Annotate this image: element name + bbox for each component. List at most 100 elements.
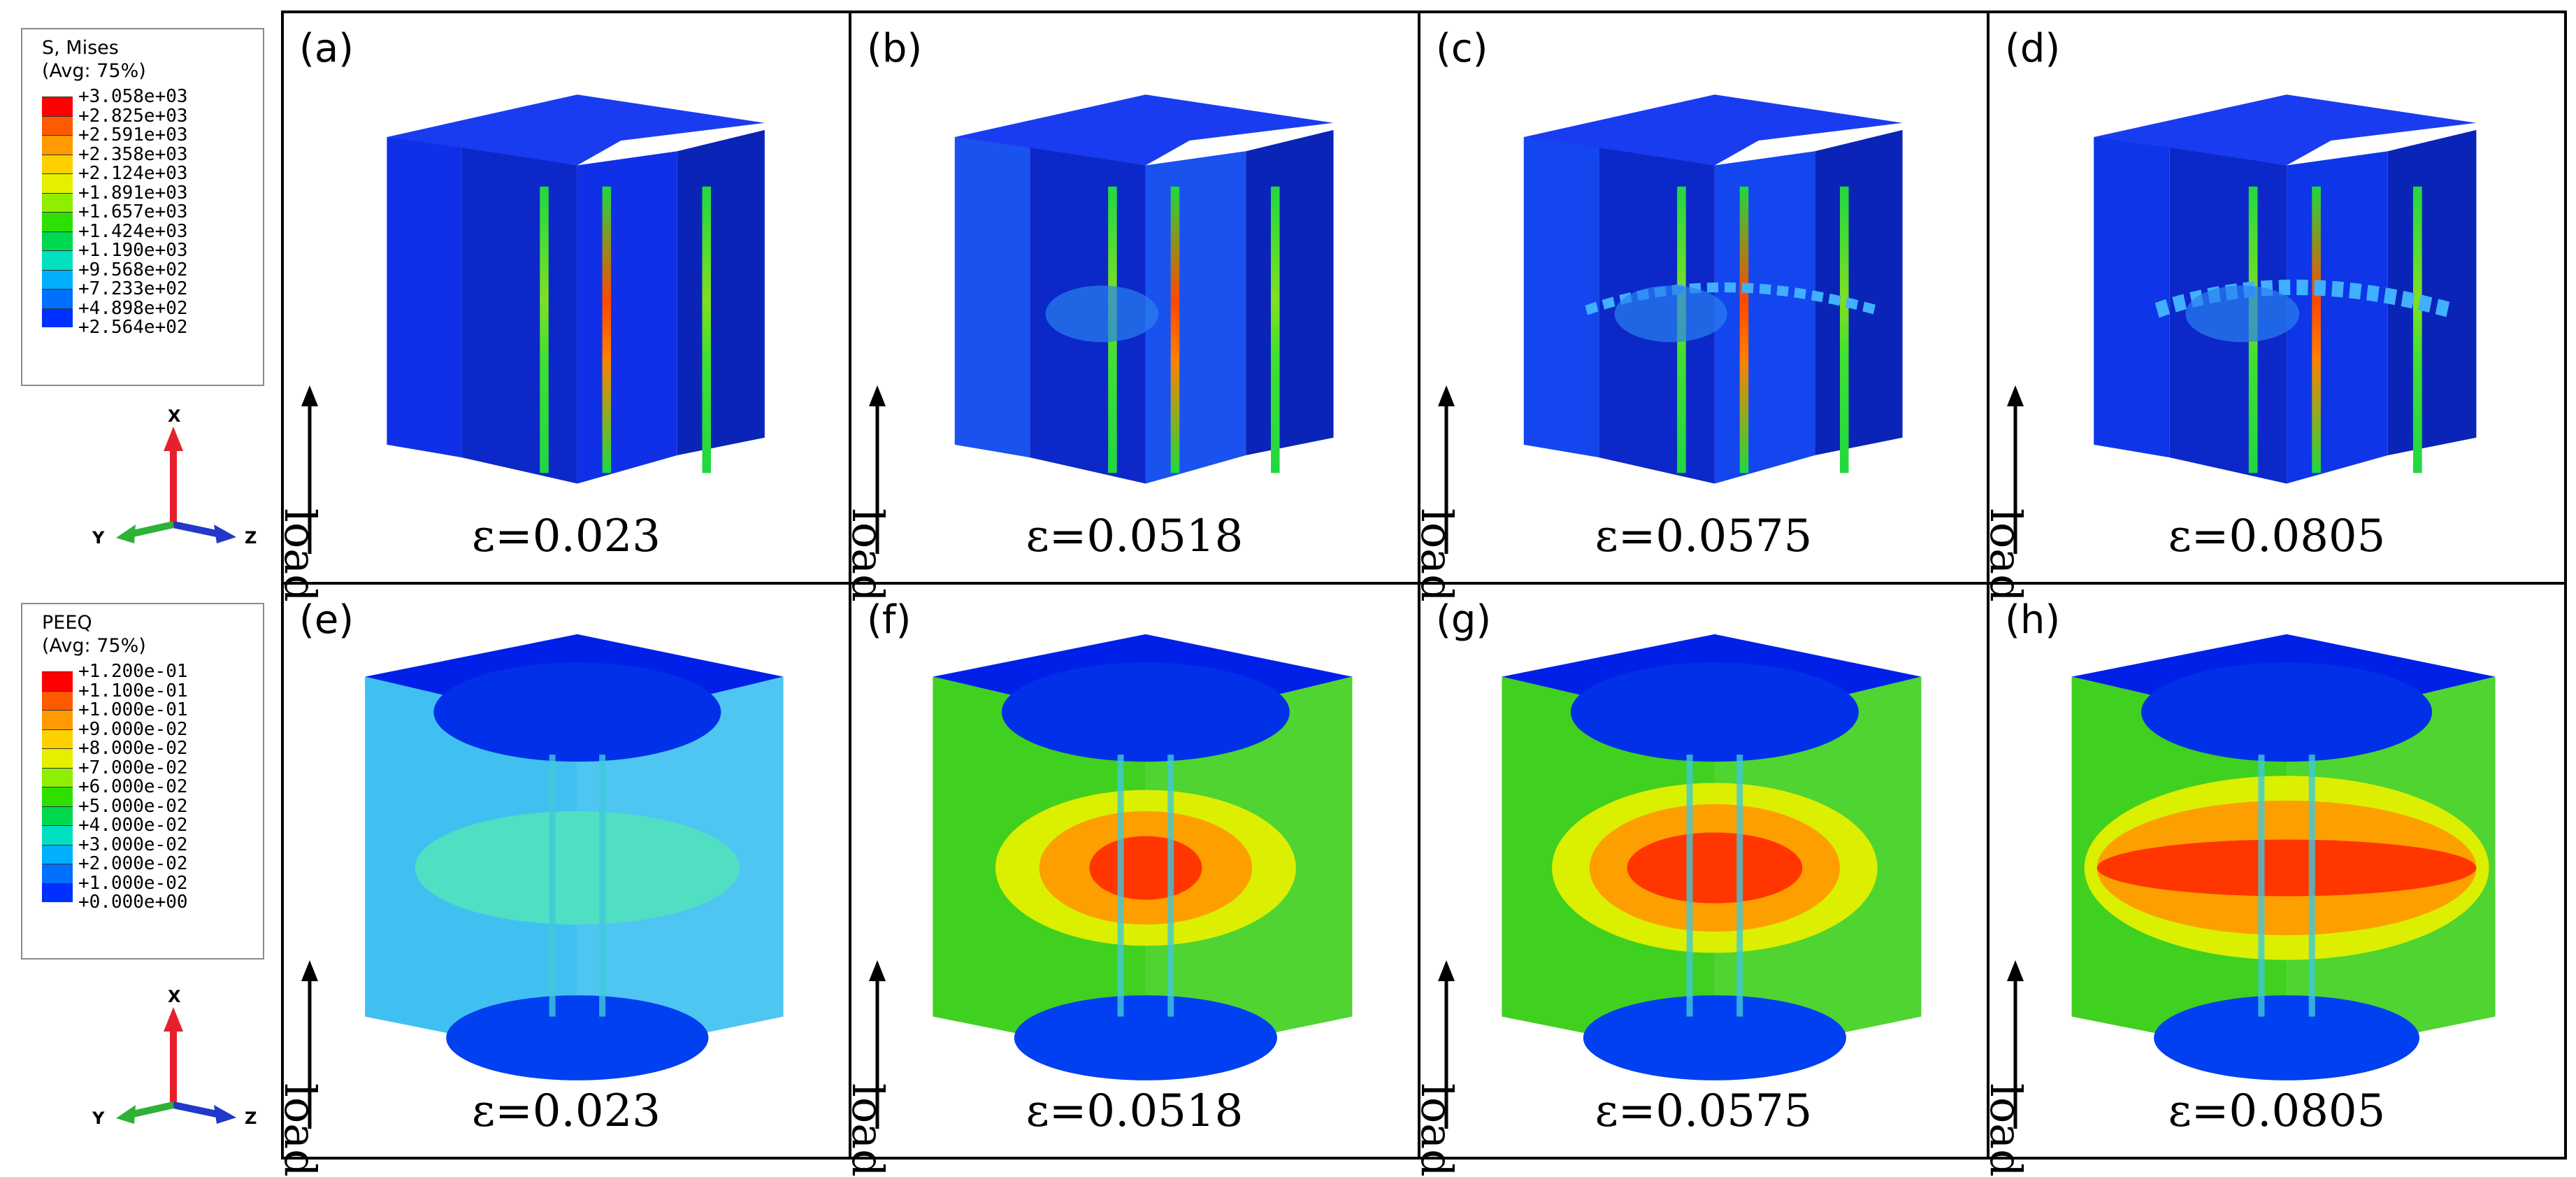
plastic-strain-band [415, 811, 740, 925]
mises-contour-legend: S, Mises (Avg: 75%) +3.058e+03 +2.825e+03… [21, 28, 264, 386]
model-top-face [387, 94, 765, 166]
von-mises-stress-model [1523, 94, 1903, 484]
legend-value: +4.000e-02 [78, 815, 188, 836]
strut-stress-band [602, 186, 612, 473]
low-strain-region [2141, 662, 2433, 762]
simulation-panel-f: (f) ε=0.0518 load [842, 585, 1420, 1177]
legend-color-swatch [42, 864, 73, 883]
plastic-strain-band [1089, 836, 1202, 900]
model-left-face [2094, 136, 2170, 458]
panel-label: (d) [2005, 26, 2061, 71]
legend-color-swatch [42, 787, 73, 806]
panel-label: (g) [1436, 597, 1492, 643]
legend-color-swatch [42, 690, 73, 710]
legend-color-swatch [42, 767, 73, 787]
legend-color-swatch [42, 231, 73, 250]
load-label: load [842, 1083, 893, 1177]
simulation-panel-c: (c) ε=0.0575 load [1411, 13, 1989, 602]
load-direction-indicator: load [842, 383, 944, 602]
von-mises-stress-model [387, 94, 765, 484]
legend-color-swatch [42, 97, 73, 116]
mises-contour-plot [1523, 94, 1903, 484]
strut-outline [599, 755, 606, 1017]
low-strain-region [1001, 662, 1290, 762]
strut-outline [1686, 755, 1693, 1017]
strut-outline [1117, 755, 1124, 1017]
legend-color-swatch [42, 729, 73, 748]
legend-value: +2.358e+03 [78, 143, 188, 165]
legend-value: +1.190e+03 [78, 240, 188, 261]
legend-color-swatch [42, 748, 73, 768]
legend-color-swatch [42, 269, 73, 289]
legend-value: +2.825e+03 [78, 105, 188, 127]
legend-value: +1.100e-01 [78, 680, 188, 701]
legend-value: +3.058e+03 [78, 86, 188, 107]
load-label: load [275, 1083, 326, 1177]
model-inner-left-face [461, 148, 577, 484]
low-strain-region [433, 662, 721, 762]
legend-color-swatch [42, 825, 73, 845]
strut-outline [549, 755, 556, 1017]
strut-stress-band [2312, 186, 2321, 473]
panel-label: (b) [867, 26, 923, 71]
legend-color-swatch [42, 308, 73, 327]
legend-averaging-note: (Avg: 75%) [42, 635, 146, 657]
legend-value: +3.000e-02 [78, 834, 188, 855]
strain-value-label: ε=0.0805 [2168, 511, 2386, 562]
coordinate-triad-icon: X Y Z [92, 409, 257, 548]
simulation-panel-a: (a) ε=0.023 load [275, 13, 851, 602]
mises-contour-plot [954, 94, 1334, 484]
model-top-face [2094, 94, 2477, 166]
model-top-face [954, 94, 1334, 166]
low-strain-region [2154, 995, 2420, 1080]
peeq-contour-plot [365, 634, 784, 1080]
model-right-face [1246, 129, 1334, 456]
z-axis-label: Z [245, 528, 257, 548]
model-top-face [1523, 94, 1903, 166]
model-inner-right-face [1714, 151, 1815, 484]
simulation-panel-g: (g) ε=0.0575 load [1411, 585, 1989, 1177]
load-arrow-icon [869, 960, 886, 1129]
legend-value: +2.000e-02 [78, 853, 188, 874]
legend-color-swatch [42, 844, 73, 864]
legend-value: +0.000e+00 [78, 892, 188, 913]
mises-contour-plot [387, 94, 765, 484]
peeq-contour-legend: PEEQ (Avg: 75%) +1.200e-01 +1.100e-01 +1.0… [21, 603, 264, 960]
panel-label: (h) [2005, 597, 2061, 643]
strut-stress-band [1739, 186, 1749, 473]
low-strain-region [446, 995, 709, 1080]
peeq-contour-plot [2071, 634, 2496, 1080]
low-strain-region [1583, 995, 1846, 1080]
panel-label: (f) [867, 597, 912, 643]
y-axis-label: Y [92, 1108, 105, 1128]
legend-value: +1.424e+03 [78, 220, 188, 242]
plastic-strain-band [1627, 832, 1803, 904]
strut-stress-band [540, 186, 549, 473]
strut-stress-band [2412, 186, 2422, 473]
model-left-face [1523, 136, 1599, 458]
legend-value: +7.233e+02 [78, 278, 188, 299]
load-direction-indicator: load [275, 383, 376, 602]
legend-value: +5.000e-02 [78, 795, 188, 817]
strut-stress-band [1840, 186, 1849, 473]
legend-value: +6.000e-02 [78, 776, 188, 797]
load-arrow-icon [1438, 385, 1455, 554]
plastic-strain-model [933, 634, 1353, 1080]
model-inner-right-face [2287, 151, 2388, 484]
load-direction-indicator: load [1411, 957, 1513, 1177]
simulation-panel-b: (b) ε=0.0518 load [842, 13, 1420, 602]
legend-value: +1.657e+03 [78, 201, 188, 222]
load-arrow-icon [869, 385, 886, 554]
x-axis-label: X [168, 990, 181, 1006]
load-direction-indicator: load [842, 957, 944, 1177]
legend-value: +1.200e-01 [78, 661, 188, 682]
legend-value: +9.568e+02 [78, 259, 188, 280]
strut-outline [1736, 755, 1743, 1017]
von-mises-stress-model [954, 94, 1334, 484]
peeq-contour-plot [933, 634, 1353, 1080]
legend-title: S, Mises (Avg: 75%) [22, 29, 263, 83]
panel-label: (c) [1436, 26, 1488, 71]
model-left-face [387, 136, 462, 458]
simulation-panel-d: (d) ε=0.0805 load [1980, 13, 2564, 602]
strut-outline [1167, 755, 1174, 1017]
